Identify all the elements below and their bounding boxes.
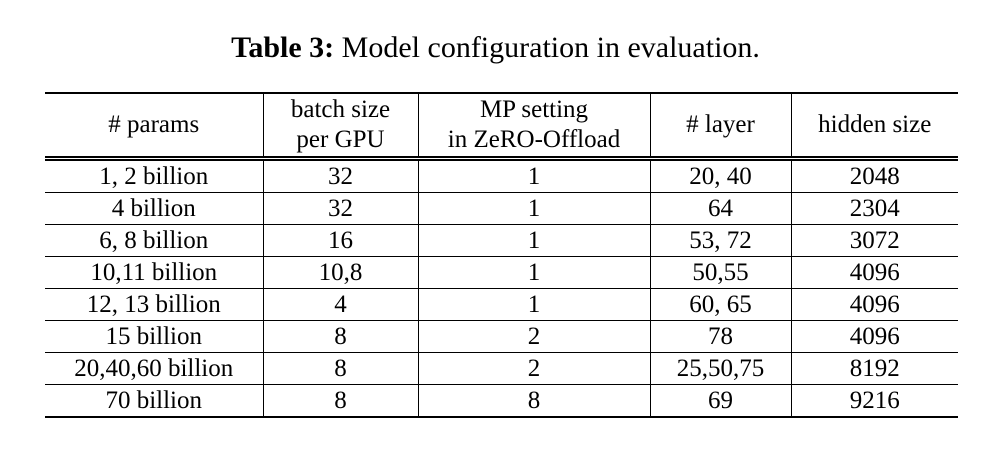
header-batch-size: batch size per GPU <box>262 93 418 161</box>
header-row: # params batch size per GPU MP setting i… <box>45 93 958 161</box>
cell-hidden-size: 8192 <box>790 352 958 385</box>
cell-layer: 53, 72 <box>649 224 791 257</box>
table-row: 1, 2 billion 32 1 20, 40 2048 <box>45 158 958 193</box>
table-row: 20,40,60 billion 8 2 25,50,75 8192 <box>45 352 958 385</box>
cell-layer: 25,50,75 <box>649 352 791 385</box>
cell-mp-setting: 1 <box>417 224 650 257</box>
table-row: 4 billion 32 1 64 2304 <box>45 192 958 225</box>
header-mp-setting-line1: MP setting <box>479 96 589 123</box>
cell-hidden-size: 4096 <box>790 256 958 289</box>
table-row: 12, 13 billion 4 1 60, 65 4096 <box>45 288 958 321</box>
cell-batch-size: 8 <box>262 384 418 418</box>
cell-mp-setting: 1 <box>417 158 650 193</box>
cell-params: 12, 13 billion <box>45 288 263 321</box>
cell-layer: 20, 40 <box>649 158 791 193</box>
header-mp-setting: MP setting in ZeRO-Offload <box>417 93 650 161</box>
cell-params: 6, 8 billion <box>45 224 263 257</box>
cell-batch-size: 8 <box>262 320 418 353</box>
caption-text: Model configuration in evaluation. <box>341 31 760 64</box>
header-layer-line1: # layer <box>686 111 755 138</box>
cell-mp-setting: 8 <box>417 384 650 418</box>
cell-batch-size: 10,8 <box>262 256 418 289</box>
cell-layer: 50,55 <box>649 256 791 289</box>
cell-params: 1, 2 billion <box>45 158 263 193</box>
cell-mp-setting: 1 <box>417 192 650 225</box>
cell-mp-setting: 1 <box>417 288 650 321</box>
header-hidden-size-line1: hidden size <box>818 111 932 138</box>
cell-hidden-size: 4096 <box>790 288 958 321</box>
cell-hidden-size: 4096 <box>790 320 958 353</box>
cell-mp-setting: 2 <box>417 352 650 385</box>
cell-batch-size: 8 <box>262 352 418 385</box>
cell-batch-size: 16 <box>262 224 418 257</box>
caption-label: Table 3: <box>231 31 335 64</box>
model-config-table: # params batch size per GPU MP setting i… <box>45 92 958 418</box>
cell-params: 10,11 billion <box>45 256 263 289</box>
cell-hidden-size: 2304 <box>790 192 958 225</box>
cell-hidden-size: 3072 <box>790 224 958 257</box>
cell-params: 4 billion <box>45 192 263 225</box>
cell-hidden-size: 2048 <box>790 158 958 193</box>
cell-params: 70 billion <box>45 384 263 418</box>
cell-layer: 64 <box>649 192 791 225</box>
table-row: 15 billion 8 2 78 4096 <box>45 320 958 353</box>
cell-layer: 60, 65 <box>649 288 791 321</box>
header-hidden-size: hidden size <box>790 93 958 161</box>
header-layer: # layer <box>649 93 791 161</box>
table-row: 6, 8 billion 16 1 53, 72 3072 <box>45 224 958 257</box>
table-caption: Table 3: Model configuration in evaluati… <box>0 28 991 68</box>
cell-batch-size: 4 <box>262 288 418 321</box>
cell-batch-size: 32 <box>262 158 418 193</box>
cell-mp-setting: 2 <box>417 320 650 353</box>
header-params-line1: # params <box>108 111 200 138</box>
header-batch-size-line2: per GPU <box>296 126 385 153</box>
cell-params: 15 billion <box>45 320 263 353</box>
header-batch-size-line1: batch size <box>290 96 391 123</box>
cell-mp-setting: 1 <box>417 256 650 289</box>
cell-params: 20,40,60 billion <box>45 352 263 385</box>
cell-layer: 78 <box>649 320 791 353</box>
cell-batch-size: 32 <box>262 192 418 225</box>
header-params: # params <box>45 93 263 161</box>
cell-hidden-size: 9216 <box>790 384 958 418</box>
table-row: 70 billion 8 8 69 9216 <box>45 384 958 418</box>
header-mp-setting-line2: in ZeRO-Offload <box>447 126 621 153</box>
cell-layer: 69 <box>649 384 791 418</box>
table-row: 10,11 billion 10,8 1 50,55 4096 <box>45 256 958 289</box>
